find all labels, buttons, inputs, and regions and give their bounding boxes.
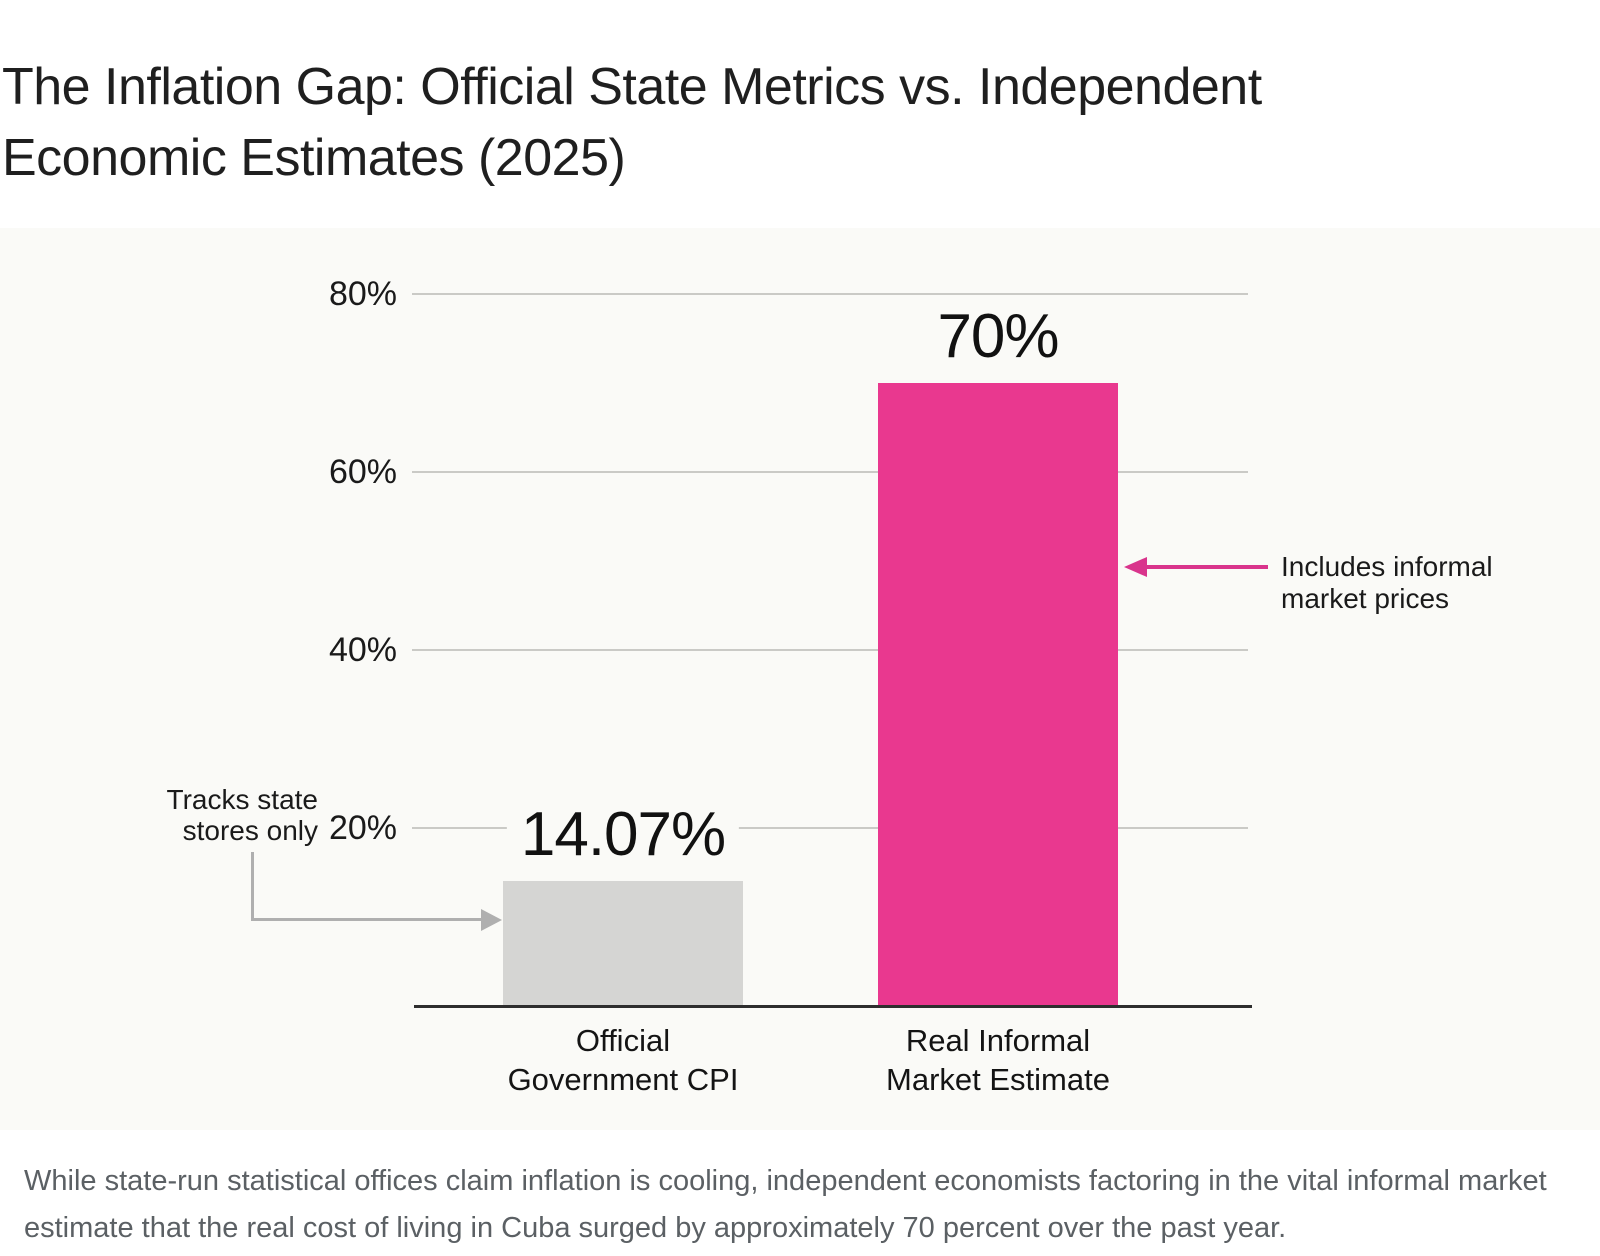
gridline-20 bbox=[412, 827, 1248, 829]
value-label-official-government-cpi: 14.07% bbox=[506, 798, 740, 870]
y-tick-label-40: 40% bbox=[328, 631, 397, 669]
y-tick-label-20: 20% bbox=[328, 809, 397, 847]
annotation-tracks-state-stores: Tracks state stores only bbox=[120, 784, 318, 846]
x-axis-label-line: Government CPI bbox=[507, 1062, 739, 1097]
page-title-line-2: Economic Estimates (2025) bbox=[2, 129, 626, 187]
x-axis-label-line: Real Informal bbox=[905, 1023, 1091, 1058]
gridline-60 bbox=[412, 471, 1248, 473]
gray-arrow-horizontal-segment bbox=[251, 918, 483, 921]
gridline-80 bbox=[412, 293, 1248, 295]
caption-line-1: While state-run statistical offices clai… bbox=[24, 1165, 1547, 1197]
page-title-line-1: The Inflation Gap: Official State Metric… bbox=[2, 58, 1262, 116]
pink-arrow-line-segment bbox=[1146, 565, 1268, 569]
y-tick-label-60: 60% bbox=[328, 453, 397, 491]
x-axis-line bbox=[414, 1005, 1252, 1008]
chart-caption: While state-run statistical offices clai… bbox=[24, 1158, 1564, 1252]
bar-real-informal-market-estimate bbox=[878, 383, 1118, 1006]
x-axis-label-real-informal-market-estimate: Real Informal Market Estimate bbox=[828, 1021, 1168, 1099]
y-tick-label-80: 80% bbox=[328, 275, 397, 313]
caption-line-2: estimate that the real cost of living in… bbox=[24, 1212, 1287, 1244]
value-label-real-informal-market-estimate: 70% bbox=[923, 301, 1073, 372]
annotation-informal-line-1: Includes informal bbox=[1281, 551, 1493, 582]
gridline-40 bbox=[412, 649, 1248, 651]
annotation-tracks-state-line-2: stores only bbox=[182, 815, 318, 846]
x-axis-label-line: Official bbox=[575, 1023, 671, 1058]
pink-arrow-left-icon bbox=[1124, 557, 1147, 577]
x-axis-label-official-government-cpi: Official Government CPI bbox=[453, 1021, 793, 1099]
chart-area bbox=[0, 228, 1600, 1130]
page-title: The Inflation Gap: Official State Metric… bbox=[2, 52, 1462, 194]
annotation-informal-line-2: market prices bbox=[1281, 583, 1450, 614]
bar-official-government-cpi bbox=[503, 880, 743, 1006]
gray-arrow-right-icon bbox=[481, 909, 502, 931]
annotation-tracks-state-line-1: Tracks state bbox=[166, 784, 318, 815]
gray-arrow-vertical-segment bbox=[251, 852, 254, 921]
annotation-includes-informal-prices: Includes informal market prices bbox=[1281, 551, 1541, 615]
x-axis-label-line: Market Estimate bbox=[886, 1062, 1110, 1097]
